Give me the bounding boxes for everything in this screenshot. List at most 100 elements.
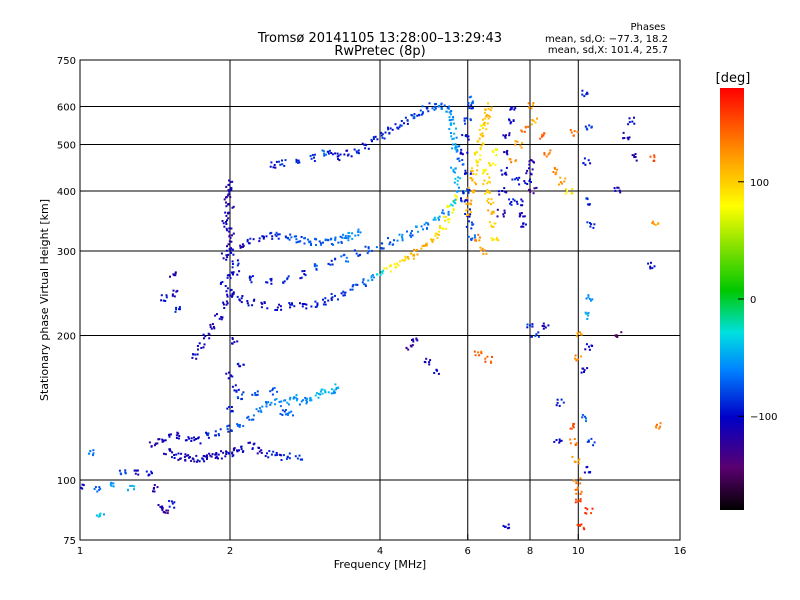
data-point (158, 438, 161, 441)
data-point (478, 128, 481, 131)
data-point (411, 234, 414, 237)
data-point (651, 221, 654, 224)
data-point (330, 259, 333, 262)
data-point (591, 507, 594, 510)
data-point (490, 212, 493, 215)
data-point (413, 254, 416, 257)
data-point (478, 239, 481, 242)
data-point (530, 107, 533, 110)
data-point (361, 281, 364, 284)
data-point (430, 239, 433, 242)
data-point (225, 220, 227, 223)
data-point (380, 271, 383, 273)
data-point (347, 232, 350, 234)
data-point (586, 440, 589, 443)
data-point (583, 371, 585, 373)
data-point (295, 159, 298, 162)
data-point (470, 95, 473, 98)
data-point (296, 457, 299, 460)
data-point (334, 152, 337, 155)
data-point (451, 143, 454, 146)
data-point (513, 199, 516, 202)
data-point (406, 256, 409, 258)
data-point (265, 401, 267, 403)
data-point (481, 127, 484, 130)
data-point (213, 327, 216, 330)
data-point (241, 243, 244, 246)
data-point (210, 455, 213, 458)
data-point (357, 234, 360, 237)
data-point (361, 142, 364, 145)
data-point (576, 488, 579, 491)
data-point (345, 149, 348, 152)
data-point (420, 225, 423, 228)
data-point (280, 454, 283, 457)
data-point (574, 354, 577, 357)
data-point (303, 303, 306, 305)
data-point (584, 512, 587, 514)
data-point (456, 157, 459, 160)
data-point (541, 325, 544, 327)
data-point (286, 401, 289, 404)
data-point (164, 439, 167, 442)
data-point (179, 308, 181, 311)
data-point (479, 154, 482, 157)
data-point (214, 453, 217, 456)
data-point (150, 470, 153, 473)
data-point (288, 452, 291, 455)
data-point (487, 114, 490, 117)
data-point (483, 108, 486, 111)
data-point (584, 348, 587, 351)
data-point (231, 272, 234, 275)
data-point (89, 450, 92, 452)
data-point (466, 208, 469, 211)
data-point (327, 150, 330, 153)
data-point (228, 179, 231, 182)
data-point (118, 469, 121, 472)
data-point (589, 222, 591, 224)
data-point (587, 314, 590, 317)
data-point (231, 338, 234, 341)
data-point (586, 508, 589, 511)
data-point (309, 240, 312, 243)
data-point (542, 327, 545, 330)
data-point (324, 238, 327, 241)
data-point (290, 236, 293, 239)
data-point (95, 514, 98, 517)
data-point (178, 457, 181, 460)
data-point (530, 181, 532, 183)
data-point (184, 453, 187, 456)
data-point (572, 479, 575, 482)
data-point (387, 237, 389, 240)
data-point (405, 347, 408, 350)
data-point (355, 150, 358, 153)
data-point (283, 164, 286, 167)
data-point (247, 242, 250, 245)
data-point (196, 353, 199, 356)
data-point (334, 383, 337, 386)
data-point (222, 257, 225, 260)
data-point (228, 371, 230, 374)
data-point (265, 235, 268, 238)
data-point (480, 352, 483, 355)
data-point (566, 190, 569, 193)
data-point (224, 455, 227, 458)
data-point (251, 304, 254, 307)
data-point (177, 452, 180, 455)
data-point (528, 163, 531, 166)
data-point (488, 192, 491, 194)
data-point (570, 427, 573, 430)
data-point (223, 307, 226, 309)
data-point (393, 263, 396, 266)
data-point (194, 353, 197, 356)
data-point (292, 397, 295, 400)
data-point (489, 115, 492, 118)
data-point (175, 453, 178, 456)
data-point (137, 473, 140, 476)
data-point (316, 392, 318, 395)
data-point (270, 401, 273, 404)
data-point (455, 127, 457, 130)
data-point (482, 183, 485, 185)
data-point (195, 438, 197, 440)
data-point (448, 205, 451, 208)
